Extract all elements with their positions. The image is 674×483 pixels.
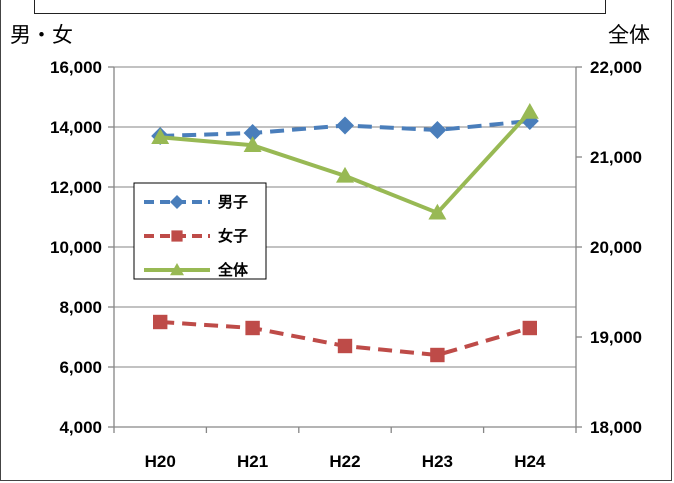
legend-marker [170, 263, 184, 276]
x-axis-tick-label: H23 [422, 452, 453, 471]
data-point [520, 103, 539, 119]
left-axis-unit-label: 男・女 [10, 23, 73, 47]
right-axis-tick-label: 20,000 [590, 238, 642, 257]
data-series [151, 103, 539, 363]
legend-item: 女子 [144, 227, 248, 245]
data-point [243, 136, 262, 153]
axes [108, 66, 582, 433]
series-1 [151, 112, 539, 145]
legend-marker [171, 230, 183, 242]
left-axis-tick-label: 16,000 [50, 58, 102, 77]
right-axis-tick-label: 19,000 [590, 328, 642, 347]
data-point [337, 338, 353, 354]
data-point [151, 128, 170, 144]
data-point [243, 124, 262, 142]
legend-item: 男子 [144, 193, 248, 211]
data-point [153, 314, 168, 330]
left-axis-tick-label: 4,000 [59, 418, 102, 437]
right-axis-tick-label: 22,000 [590, 58, 642, 77]
x-axis-tick-label: H20 [145, 452, 176, 471]
x-axis-tick-label: H21 [237, 452, 268, 471]
data-point [245, 320, 260, 336]
data-point [428, 203, 447, 220]
legend-box [133, 182, 267, 280]
right-axis-unit-label: 全体 [608, 23, 650, 47]
left-axis-tick-label: 8,000 [59, 298, 102, 317]
data-point [336, 116, 354, 135]
left-axis-tick-label: 14,000 [50, 118, 102, 137]
legend-item: 全体 [144, 261, 249, 279]
x-axis-tick-label: H22 [329, 452, 360, 471]
data-point [428, 121, 447, 139]
series-2 [153, 314, 537, 363]
right-axis-tick-label: 21,000 [590, 148, 642, 167]
legend-label: 全体 [217, 261, 249, 279]
right-axis-tick-label: 18,000 [590, 418, 642, 437]
left-axis-tick-labels: 4,000 6,000 8,000 10,000 12,000 14,000 16,000 [50, 58, 102, 437]
right-axis-tick-labels: 18,000 19,000 20,000 21,000 22,000 [590, 58, 642, 437]
x-axis-tick-label: H24 [514, 452, 546, 471]
top-border-fragment [34, 0, 606, 14]
x-axis-tick-labels: H20 H21 H22 H23 H24 [145, 452, 546, 471]
data-point [522, 320, 537, 336]
legend-label: 女子 [218, 227, 248, 245]
data-point [336, 166, 354, 183]
left-axis-tick-label: 10,000 [50, 238, 102, 257]
data-point [430, 347, 445, 363]
left-axis-tick-label: 6,000 [59, 358, 102, 377]
series-3 [151, 103, 539, 220]
left-axis-tick-label: 12,000 [50, 178, 102, 197]
legend-marker [170, 195, 184, 209]
legend-label: 男子 [218, 193, 248, 211]
